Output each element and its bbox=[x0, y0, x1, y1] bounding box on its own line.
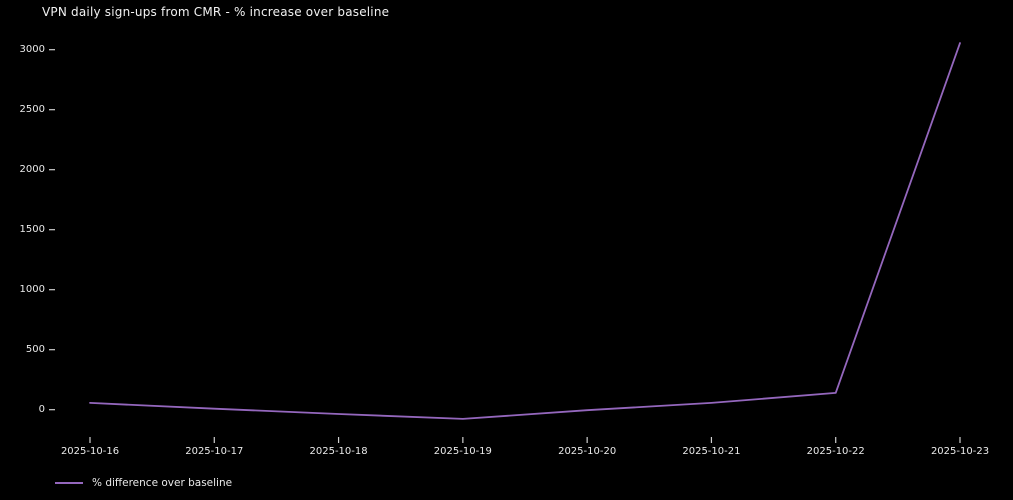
legend-line-swatch bbox=[55, 482, 83, 484]
y-tick-label: 1500 bbox=[19, 223, 45, 235]
x-tick-label: 2025-10-20 bbox=[558, 446, 617, 457]
chart-title: VPN daily sign-ups from CMR - % increase… bbox=[42, 5, 390, 19]
y-tick-label: 3000 bbox=[19, 43, 45, 55]
y-tick-label: 500 bbox=[25, 343, 45, 355]
axis-tick-marks bbox=[49, 49, 961, 443]
x-tick-label: 2025-10-23 bbox=[930, 446, 990, 457]
x-tick-label: 2025-10-19 bbox=[433, 446, 492, 457]
y-tick-label: 2000 bbox=[19, 163, 45, 175]
x-tick-label: 2025-10-18 bbox=[309, 446, 368, 457]
y-tick-label: 1000 bbox=[19, 283, 45, 295]
x-tick-label: 2025-10-21 bbox=[682, 446, 741, 457]
series-line bbox=[89, 42, 961, 420]
x-tick-label: 2025-10-16 bbox=[60, 446, 120, 457]
x-tick-label: 2025-10-22 bbox=[806, 446, 865, 457]
y-tick-label: 0 bbox=[38, 403, 45, 415]
x-tick-label: 2025-10-17 bbox=[185, 446, 244, 457]
legend: % difference over baseline bbox=[55, 477, 232, 489]
y-tick-label: 2500 bbox=[19, 103, 45, 115]
legend-label: % difference over baseline bbox=[92, 477, 233, 489]
